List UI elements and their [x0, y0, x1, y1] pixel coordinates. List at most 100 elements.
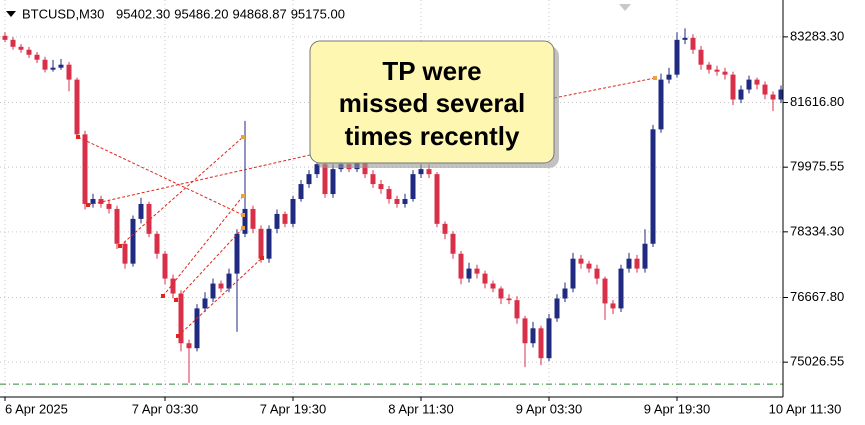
candle-body: [706, 64, 712, 70]
candle-body: [26, 49, 32, 55]
candle-body: [266, 228, 272, 259]
candle-body: [690, 37, 696, 50]
tp-marker: [241, 213, 245, 217]
candle-body: [762, 84, 768, 95]
candle-body: [74, 79, 80, 135]
candle-body: [754, 79, 760, 85]
candle-body: [226, 273, 232, 289]
candle-body: [306, 174, 312, 185]
candle-body: [650, 129, 656, 244]
candle-body: [450, 233, 456, 254]
candle-body: [586, 263, 592, 269]
candle-body: [426, 169, 432, 175]
candle-body: [98, 198, 104, 204]
candle-body: [602, 278, 608, 304]
y-tick-label: 78334.30: [790, 223, 844, 238]
candle-body: [434, 174, 440, 224]
trade-marker: [176, 334, 180, 338]
candle-body: [522, 318, 528, 344]
candle-body: [170, 278, 176, 294]
header-arrow: [6, 11, 16, 17]
candle-body: [634, 258, 640, 269]
tp-markers: [241, 76, 657, 230]
candle-body: [626, 258, 632, 269]
candle-body: [138, 203, 144, 219]
tp-marker: [241, 135, 245, 139]
x-tick-label: 8 Apr 11:30: [388, 401, 454, 416]
trade-marker: [76, 135, 80, 139]
candle-body: [618, 268, 624, 309]
header-symbol: BTCUSD,M30: [22, 6, 104, 21]
candle-body: [642, 243, 648, 269]
trade-marker: [260, 256, 264, 260]
candle-body: [570, 258, 576, 289]
candle-body: [186, 343, 192, 349]
callout-line: TP were: [382, 56, 481, 86]
tp-marker: [241, 226, 245, 230]
candle-body: [530, 328, 536, 344]
candle-body: [122, 243, 128, 264]
trade-markers: [76, 135, 264, 338]
candle-body: [178, 293, 184, 344]
candle-body: [722, 71, 728, 75]
callout-line: times recently: [345, 121, 520, 151]
header-price: 95486.20: [174, 6, 228, 21]
candle-body: [610, 303, 616, 309]
candle-body: [146, 203, 152, 234]
candle-body: [538, 328, 544, 359]
candle-body: [42, 59, 48, 70]
candle-body: [106, 203, 112, 209]
candle-body: [698, 49, 704, 65]
candle-body: [466, 268, 472, 279]
header-price: 94868.87: [232, 6, 286, 21]
candle-body: [130, 218, 136, 264]
candle-body: [194, 308, 200, 349]
candle-body: [506, 298, 512, 301]
candle-body: [322, 164, 328, 195]
candle-body: [298, 184, 304, 199]
candle-body: [594, 268, 600, 279]
candle-body: [314, 164, 320, 175]
candle-body: [490, 283, 496, 289]
trade-line: [77, 136, 244, 216]
trade-line: [119, 136, 244, 247]
tp-marker: [241, 194, 245, 198]
candle-body: [730, 74, 736, 100]
candle-body: [162, 253, 168, 279]
x-tick-label: 9 Apr 03:30: [516, 401, 583, 416]
candle-body: [770, 94, 776, 100]
candle-body: [674, 39, 680, 75]
candle-body: [218, 283, 224, 289]
candle-body: [66, 64, 72, 80]
y-tick-label: 76667.80: [790, 289, 844, 304]
candle-body: [34, 54, 40, 60]
candle-body: [242, 208, 248, 234]
candle-body: [250, 208, 256, 229]
header-price: 95175.00: [291, 6, 345, 21]
candle-body: [498, 288, 504, 299]
candle-body: [578, 258, 584, 264]
header-prices: 95402.30 95486.20 94868.87 95175.00: [116, 6, 345, 21]
candle-body: [474, 268, 480, 274]
candle-body: [738, 89, 744, 100]
candle-body: [546, 318, 552, 359]
callout-box: [309, 40, 555, 164]
candle-body: [210, 283, 216, 299]
candle-body: [682, 37, 688, 40]
header-price: 95402.30: [116, 6, 170, 21]
trade-marker: [174, 298, 178, 302]
candle-body: [418, 169, 424, 175]
candle-body: [90, 198, 96, 204]
candle-body: [458, 253, 464, 279]
candle-body: [778, 89, 784, 100]
candle-body: [370, 174, 376, 185]
candle-body: [290, 198, 296, 224]
trade-marker: [161, 294, 165, 298]
header: BTCUSD,M30 95402.30 95486.20 94868.87 95175…: [6, 6, 345, 21]
candle-body: [402, 198, 408, 204]
x-tick-label: 7 Apr 03:30: [132, 401, 199, 416]
candle-body: [666, 74, 672, 80]
candle-body: [10, 39, 16, 47]
